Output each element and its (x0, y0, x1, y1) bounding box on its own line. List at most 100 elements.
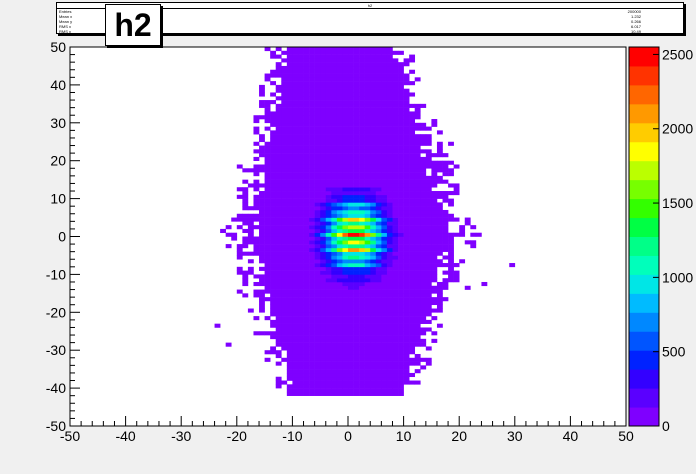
heatmap-cell (364, 153, 371, 158)
heatmap-cell (403, 380, 410, 385)
heatmap-cell (309, 221, 315, 226)
heatmap-cell (320, 47, 327, 52)
heatmap-cell (325, 175, 332, 180)
heatmap-cell (420, 160, 427, 165)
heatmap-cell (281, 92, 288, 97)
heatmap-cell (286, 126, 293, 131)
heatmap-cell (286, 319, 293, 324)
heatmap-cell (436, 209, 443, 215)
heatmap-cell (359, 289, 365, 294)
heatmap-cell (236, 247, 243, 252)
heatmap-cell (425, 160, 432, 165)
heatmap-cell (309, 73, 315, 78)
heatmap-cell (398, 164, 404, 169)
heatmap-cell (386, 259, 393, 264)
y-tick-label: -10 (46, 266, 66, 282)
heatmap-cell (314, 278, 321, 283)
heatmap-cell (359, 47, 365, 52)
heatmap-cell (275, 141, 282, 146)
heatmap-cell (264, 285, 271, 290)
heatmap-cell (348, 281, 354, 287)
heatmap-cell (359, 278, 365, 283)
heatmap-cell (253, 244, 260, 249)
heatmap-cell (348, 300, 354, 306)
heatmap-cell (270, 198, 277, 203)
heatmap-cell (375, 172, 382, 177)
heatmap-cell (297, 209, 304, 215)
heatmap-cell (264, 289, 271, 294)
heatmap-cell (225, 232, 232, 237)
heatmap-cell (303, 232, 310, 237)
heatmap-cell (264, 281, 271, 287)
heatmap-cell (275, 270, 282, 275)
heatmap-cell (453, 164, 460, 169)
heatmap-cell (253, 240, 260, 245)
heatmap-cell (264, 236, 271, 241)
heatmap-cell (309, 206, 315, 211)
heatmap-cell (292, 119, 299, 124)
heatmap-cell (259, 202, 265, 207)
heatmap-cell (414, 274, 421, 279)
heatmap-cell (259, 236, 265, 241)
heatmap-cell (309, 81, 315, 86)
heatmap-cell (375, 289, 382, 294)
heatmap-cell (320, 266, 327, 271)
heatmap-cell (414, 369, 421, 374)
heatmap-cell (286, 134, 293, 139)
heatmap-cell (381, 365, 388, 370)
heatmap-cell (325, 191, 332, 196)
heatmap-cell (359, 346, 365, 351)
heatmap-cell (297, 388, 304, 393)
heatmap-cell (436, 263, 443, 268)
heatmap-cell (353, 297, 360, 302)
heatmap-cell (364, 228, 371, 234)
heatmap-cell (370, 236, 377, 241)
heatmap-cell (325, 183, 332, 188)
heatmap-cell (381, 323, 388, 328)
heatmap-cell (353, 357, 360, 362)
colorbar-segment (629, 388, 659, 408)
heatmap-cell (303, 175, 310, 180)
heatmap-cell (292, 376, 299, 381)
heatmap-cell (320, 353, 327, 359)
heatmap-cell (309, 194, 315, 199)
heatmap-cell (331, 54, 338, 59)
heatmap-cell (336, 232, 343, 237)
heatmap-cell (292, 141, 299, 146)
heatmap-cell (409, 69, 416, 74)
heatmap-cell (292, 115, 299, 120)
heatmap-cell (314, 145, 321, 150)
heatmap-cell (281, 278, 288, 283)
colorbar-segment (629, 141, 659, 162)
heatmap-cell (414, 281, 421, 287)
heatmap-cell (320, 153, 327, 158)
heatmap-cell (270, 209, 277, 215)
heatmap-cell (270, 240, 277, 245)
heatmap-cell (281, 304, 288, 309)
colorbar-segment (629, 84, 659, 105)
heatmap-cell (403, 183, 410, 188)
heatmap-cell (247, 217, 254, 222)
heatmap-cell (381, 384, 388, 389)
heatmap-cell (348, 297, 354, 302)
heatmap-cell (364, 58, 371, 63)
heatmap-cell (292, 289, 299, 294)
heatmap-cell (381, 115, 388, 120)
heatmap-cell (275, 168, 282, 173)
heatmap-cell (425, 285, 432, 290)
heatmap-cell (364, 96, 371, 101)
heatmap-cell (264, 73, 271, 78)
heatmap-cell (364, 338, 371, 343)
heatmap-cell (336, 342, 343, 347)
heatmap-cell (292, 187, 299, 192)
heatmap-cell (342, 54, 349, 59)
heatmap-cell (370, 153, 377, 158)
heatmap-cell (370, 240, 377, 245)
heatmap-cell (398, 384, 404, 389)
heatmap-cell (264, 126, 271, 131)
heatmap-cell (420, 206, 427, 211)
colorbar-segment (629, 274, 659, 294)
heatmap-cell (286, 137, 293, 143)
heatmap-cell (348, 319, 354, 324)
heatmap-cell (359, 137, 365, 143)
